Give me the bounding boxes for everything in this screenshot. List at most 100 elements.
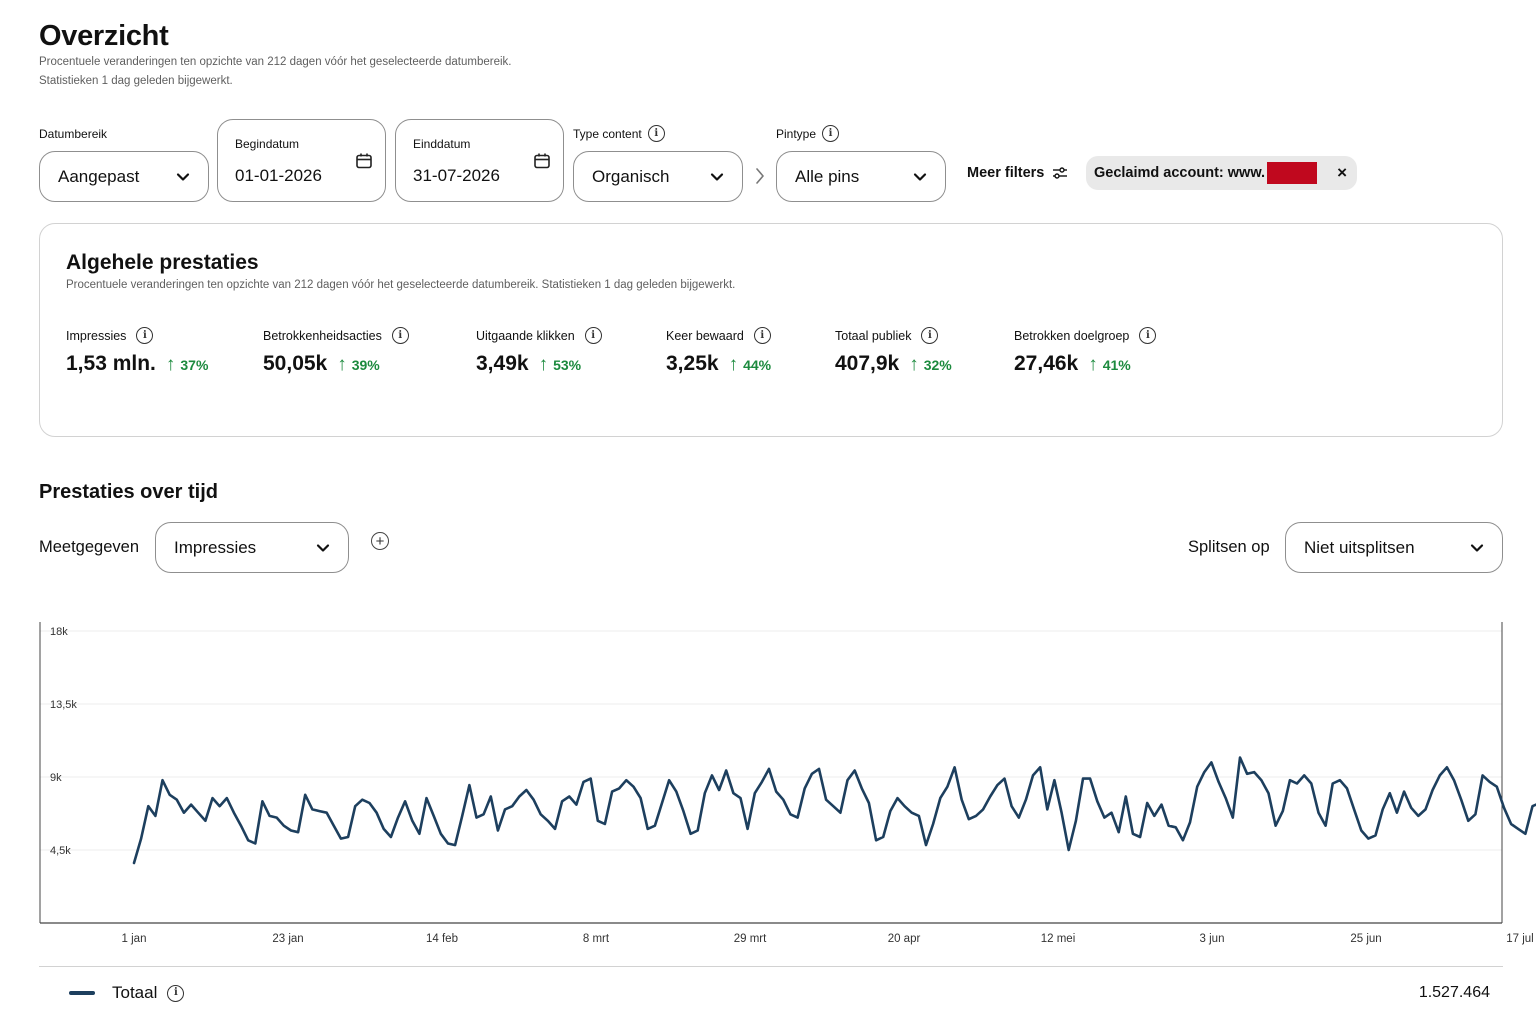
metric-label: Keer bewaard	[666, 328, 744, 343]
metric-value: 3,49k	[476, 352, 529, 375]
metric-value: 407,9k	[835, 352, 900, 375]
card-title: Algehele prestaties	[66, 251, 259, 274]
metric-impressions[interactable]: Impressies i 1,53 mln. ↑ 37%	[66, 327, 208, 376]
filter-sliders-icon	[1053, 167, 1068, 179]
content-type-select[interactable]: Organisch	[573, 151, 743, 202]
y-tick-label: 4,5k	[50, 845, 71, 857]
calendar-icon[interactable]	[533, 152, 551, 170]
date-range-select[interactable]: Aangepast	[39, 151, 209, 202]
x-tick-label: 25 jun	[1350, 933, 1381, 945]
metric-value: 1,53 mln.	[66, 352, 156, 375]
split-label: Splitsen op	[1188, 538, 1270, 556]
content-type-value: Organisch	[592, 166, 670, 186]
card-subtitle: Procentuele veranderingen ten opzichte v…	[66, 279, 736, 291]
x-tick-label: 14 feb	[426, 933, 458, 945]
legend-item[interactable]: Totaal i	[112, 983, 185, 1003]
start-date-label: Begindatum	[235, 137, 300, 151]
close-icon[interactable]: ×	[1337, 163, 1347, 182]
x-tick-label: 8 mrt	[583, 933, 610, 945]
date-range-value: Aangepast	[58, 166, 140, 186]
page-title: Overzicht	[39, 20, 169, 52]
date-range-label: Datumbereik	[39, 127, 108, 141]
metric-label: Totaal publiek	[835, 328, 912, 343]
end-date-label: Einddatum	[413, 137, 471, 151]
section-title: Prestaties over tijd	[39, 481, 218, 503]
metric-value: 3,25k	[666, 352, 719, 375]
metric-value: 50,05k	[263, 352, 328, 375]
arrow-up-icon: ↑	[1088, 354, 1098, 375]
info-icon[interactable]: i	[136, 327, 154, 344]
metric-label: Betrokkenheidsacties	[263, 328, 382, 343]
x-tick-label: 12 mei	[1041, 933, 1076, 945]
x-tick-label: 23 jan	[272, 933, 303, 945]
arrow-up-icon: ↑	[909, 354, 919, 375]
info-icon[interactable]: i	[391, 327, 409, 344]
arrow-up-icon: ↑	[337, 354, 347, 375]
series-line-totaal[interactable]	[132, 654, 1536, 865]
y-tick-label: 18k	[50, 626, 68, 638]
info-icon[interactable]: i	[1139, 327, 1157, 344]
more-filters-button[interactable]: Meer filters	[967, 165, 1068, 181]
info-icon[interactable]: i	[167, 984, 185, 1002]
metric-label: Betrokken doelgroep	[1014, 328, 1130, 343]
page-subtitle: Procentuele veranderingen ten opzichte v…	[39, 56, 512, 68]
x-tick-label: 29 mrt	[734, 933, 767, 945]
start-date-value: 01-01-2026	[235, 166, 322, 185]
y-tick-label: 13,5k	[50, 699, 77, 711]
metric-change: ↑ 37%	[165, 354, 209, 375]
line-chart-svg[interactable]: 18k 13,5k 9k 4,5k 1 jan 23 jan 14 feb 8 mrt 29 m…	[0, 600, 1536, 960]
add-metric-icon[interactable]: +	[371, 532, 389, 550]
split-select-value: Niet uitsplitsen	[1304, 537, 1415, 557]
x-tick-label: 17 jul	[1506, 933, 1534, 945]
legend-total: 1.527.464	[1418, 984, 1490, 1001]
impressions-chart[interactable]: 18k 13,5k 9k 4,5k 1 jan 23 jan 14 feb 8 mrt 29 m…	[0, 600, 1536, 960]
update-note: Statistieken 1 dag geleden bijgewerkt.	[39, 75, 233, 87]
chevron-right-icon	[756, 168, 764, 184]
arrow-up-icon: ↑	[165, 354, 176, 375]
info-icon[interactable]: i	[584, 327, 602, 344]
info-icon[interactable]: i	[822, 125, 840, 142]
metric-select[interactable]: Impressies	[155, 522, 349, 573]
legend-swatch	[69, 991, 95, 995]
metric-value: 27,46k	[1014, 352, 1079, 375]
pin-type-value: Alle pins	[795, 166, 860, 186]
metric-change: ↑ 41%	[1088, 354, 1131, 375]
divider	[39, 966, 1503, 967]
chevron-down-icon	[913, 172, 927, 181]
metric-label: Impressies	[66, 328, 127, 343]
claimed-account-chip[interactable]: Geclaimd account: www. ×	[1086, 156, 1357, 190]
metric-select-value: Impressies	[174, 537, 257, 557]
chevron-down-icon	[1470, 543, 1484, 552]
arrow-up-icon: ↑	[538, 354, 549, 375]
chevron-down-icon	[316, 543, 330, 552]
metric-change: ↑ 39%	[337, 354, 380, 375]
info-icon[interactable]: i	[753, 327, 771, 344]
start-date-field[interactable]: Begindatum 01-01-2026	[217, 119, 386, 202]
metric-label: Uitgaande klikken	[476, 328, 575, 343]
metric-engagements[interactable]: Betrokkenheidsacties i 50,05k ↑ 39%	[263, 327, 409, 376]
arrow-up-icon: ↑	[728, 354, 739, 375]
info-icon[interactable]: i	[921, 327, 939, 344]
split-select[interactable]: Niet uitsplitsen	[1285, 522, 1503, 573]
metric-change: ↑ 32%	[909, 354, 952, 375]
calendar-icon[interactable]	[355, 152, 373, 170]
chip-label: Geclaimd account: www.	[1094, 165, 1266, 181]
y-tick-label: 9k	[50, 772, 62, 784]
metric-change: ↑ 44%	[728, 354, 772, 375]
x-tick-label: 3 jun	[1200, 933, 1225, 945]
info-icon[interactable]: i	[647, 125, 665, 142]
chevron-down-icon	[176, 172, 190, 181]
metric-outbound-clicks[interactable]: Uitgaande klikken i 3,49k ↑ 53%	[476, 327, 602, 376]
end-date-field[interactable]: Einddatum 31-07-2026	[395, 119, 564, 202]
end-date-value: 31-07-2026	[413, 166, 500, 185]
overall-performance-card: Algehele prestaties Procentuele verander…	[39, 223, 1503, 437]
metric-engaged-audience[interactable]: Betrokken doelgroep i 27,46k ↑ 41%	[1014, 327, 1157, 376]
metric-total-audience[interactable]: Totaal publiek i 407,9k ↑ 32%	[835, 327, 952, 376]
pin-type-select[interactable]: Alle pins	[776, 151, 946, 202]
redacted-block	[1267, 162, 1318, 184]
metric-change: ↑ 53%	[538, 354, 582, 375]
chevron-down-icon	[710, 172, 724, 181]
x-tick-label: 1 jan	[122, 933, 147, 945]
metric-saves[interactable]: Keer bewaard i 3,25k ↑ 44%	[666, 327, 771, 376]
content-type-label: Type content i	[573, 125, 665, 142]
